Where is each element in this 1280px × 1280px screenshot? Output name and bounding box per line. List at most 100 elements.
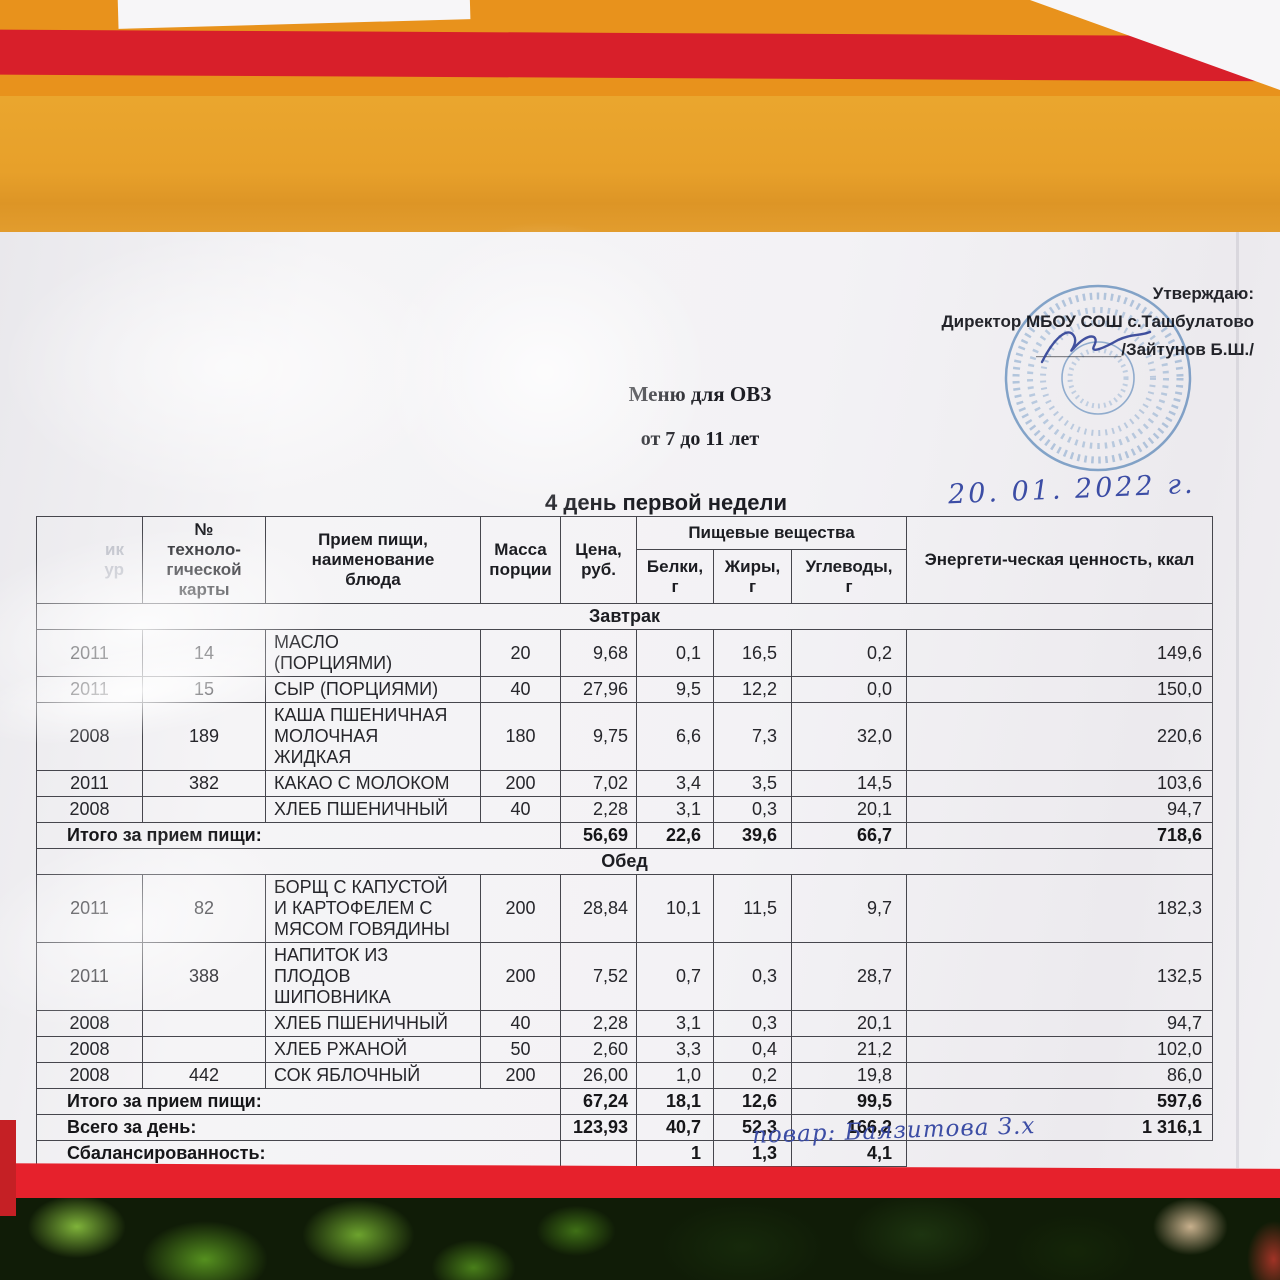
cell: 26,00 [560, 1062, 637, 1089]
cell: 94,7 [906, 1010, 1214, 1037]
cell: 22,6 [636, 822, 714, 849]
cell: 3,4 [636, 770, 714, 797]
cell: 2008 [36, 702, 143, 771]
cell: 20,1 [790, 796, 908, 823]
cell: 200 [480, 770, 561, 797]
cell: 27,96 [560, 676, 637, 703]
cell: 39,6 [713, 822, 792, 849]
cell: Итого за прием пищи: [36, 1088, 561, 1115]
cell: БОРЩ С КАПУСТОЙ И КАРТОФЕЛЕМ С МЯСОМ ГОВ… [265, 874, 481, 943]
cell: 180 [480, 702, 561, 771]
cell: 21,2 [790, 1036, 908, 1063]
vegetables-photo [0, 1198, 1280, 1280]
menu-row: 2008 ХЛЕБ ПШЕНИЧНЫЙ 40 2,28 3,1 0,3 20,1 94,7 [36, 796, 1214, 823]
cell: 40 [480, 1010, 561, 1037]
cell: 12,2 [713, 676, 792, 703]
day-total-row: Всего за день: 123,93 40,7 52,3 166,2 1 316,1 [36, 1114, 1214, 1141]
col-header-mass: Масса порции [480, 516, 561, 604]
cell: 1 316,1 [906, 1114, 1214, 1141]
menu-row: 2008 442 СОК ЯБЛОЧНЫЙ 200 26,00 1,0 0,2 19,8 86,… [36, 1062, 1214, 1089]
cell: 2008 [36, 796, 143, 823]
balance-row: Сбалансированность: 1 1,3 4,1 [36, 1140, 1213, 1167]
cell: 7,52 [560, 942, 637, 1011]
menu-table-head: ик ур № техноло- гической карты Прием пи… [36, 516, 1214, 604]
cell: 0,7 [636, 942, 714, 1011]
col-header-dish: Прием пищи, наименование блюда [265, 516, 481, 604]
signature-icon [1040, 330, 1152, 364]
cell: 0,3 [713, 796, 792, 823]
col-header-fat: Жиры, г [713, 549, 792, 604]
round-stamp-icon [1004, 284, 1192, 472]
cell: 52,3 [713, 1114, 792, 1141]
cell: 18,1 [636, 1088, 714, 1115]
cell: 40,7 [636, 1114, 714, 1141]
cell: МАСЛО (ПОРЦИЯМИ) [265, 629, 481, 677]
cell: 16,5 [713, 629, 792, 677]
cell: 189 [142, 702, 266, 771]
cell: 67,24 [560, 1088, 637, 1115]
board-red-stripe [0, 29, 1280, 82]
header-row-2: Белки, г Жиры, г Углеводы, г [37, 549, 1213, 604]
cell: 11,5 [713, 874, 792, 943]
cell: 442 [142, 1062, 266, 1089]
cell: 28,84 [560, 874, 637, 943]
cell: 12,6 [713, 1088, 792, 1115]
cell: СЫР (ПОРЦИЯМИ) [265, 676, 481, 703]
menu-row: 2011 82 БОРЩ С КАПУСТОЙ И КАРТОФЕЛЕМ С МЯС… [36, 874, 1214, 943]
menu-table: ик ур № техноло- гической карты Прием пи… [35, 516, 1214, 1167]
col-header-price: Цена, руб. [560, 516, 637, 604]
cell: Итого за прием пищи: [36, 822, 561, 849]
approval-line: Утверждаю: [1152, 284, 1254, 303]
col-header-card-number: № техноло- гической карты [142, 516, 266, 604]
cell [142, 1036, 266, 1063]
cell: 2011 [36, 629, 143, 677]
board-amber-band [0, 96, 1280, 234]
cell: 382 [142, 770, 266, 797]
col-header-carbs: Углеводы, г [790, 549, 908, 604]
cell: НАПИТОК ИЗ ПЛОДОВ ШИПОВНИКА [265, 942, 481, 1011]
cell: 220,6 [906, 702, 1214, 771]
cell: 6,6 [636, 702, 714, 771]
cell [142, 1010, 266, 1037]
header-row: ик ур № техноло- гической карты Прием пи… [36, 516, 1214, 604]
menu-row: 2011 382 КАКАО С МОЛОКОМ 200 7,02 3,4 3,5 14,5 1… [36, 770, 1214, 797]
cell: 0,2 [713, 1062, 792, 1089]
cell: 0,1 [636, 629, 714, 677]
cell: 56,69 [560, 822, 637, 849]
cell: КАКАО С МОЛОКОМ [265, 770, 481, 797]
total-row: Итого за прием пищи: 67,24 18,1 12,6 99,5 597… [36, 1088, 1214, 1115]
cell: Обед [35, 848, 1214, 875]
cell: 149,6 [906, 629, 1214, 677]
cell: 0,4 [713, 1036, 792, 1063]
glare-overlay [380, 222, 710, 522]
cell: 9,75 [560, 702, 637, 771]
cell: 3,1 [636, 1010, 714, 1037]
cell: 15 [142, 676, 266, 703]
cell: 19,8 [790, 1062, 908, 1089]
cell: 2,28 [560, 796, 637, 823]
section-row: Завтрак [35, 603, 1214, 630]
cell: 66,7 [790, 822, 908, 849]
cell: 3,3 [636, 1036, 714, 1063]
cell: 3,1 [636, 796, 714, 823]
cell: 2011 [36, 874, 143, 943]
cell: 14,5 [790, 770, 908, 797]
cell: ХЛЕБ ПШЕНИЧНЫЙ [265, 1010, 481, 1037]
col-header-nutrients-group: Пищевые вещества [635, 516, 908, 550]
cell: 388 [142, 942, 266, 1011]
cell: 200 [480, 1062, 561, 1089]
cell: 50 [480, 1036, 561, 1063]
total-row: Итого за прием пищи: 56,69 22,6 39,6 66,7 718… [36, 822, 1214, 849]
menu-row: 2008 ХЛЕБ РЖАНОЙ 50 2,60 3,3 0,4 21,2 102,0 [36, 1036, 1214, 1063]
cell: 14 [142, 629, 266, 677]
cell [560, 1140, 637, 1167]
cell: КАША ПШЕНИЧНАЯ МОЛОЧНАЯ ЖИДКАЯ [265, 702, 481, 771]
menu-row: 2011 15 СЫР (ПОРЦИЯМИ) 40 27,96 9,5 12,2 0,0 150… [36, 676, 1214, 703]
glare-overlay [0, 232, 460, 502]
cell: 0,3 [713, 942, 792, 1011]
cell: 2008 [36, 1036, 143, 1063]
cell: 123,93 [560, 1114, 637, 1141]
cell: 1 [636, 1140, 714, 1167]
col-header-protein: Белки, г [636, 549, 714, 604]
cell: 2,28 [560, 1010, 637, 1037]
